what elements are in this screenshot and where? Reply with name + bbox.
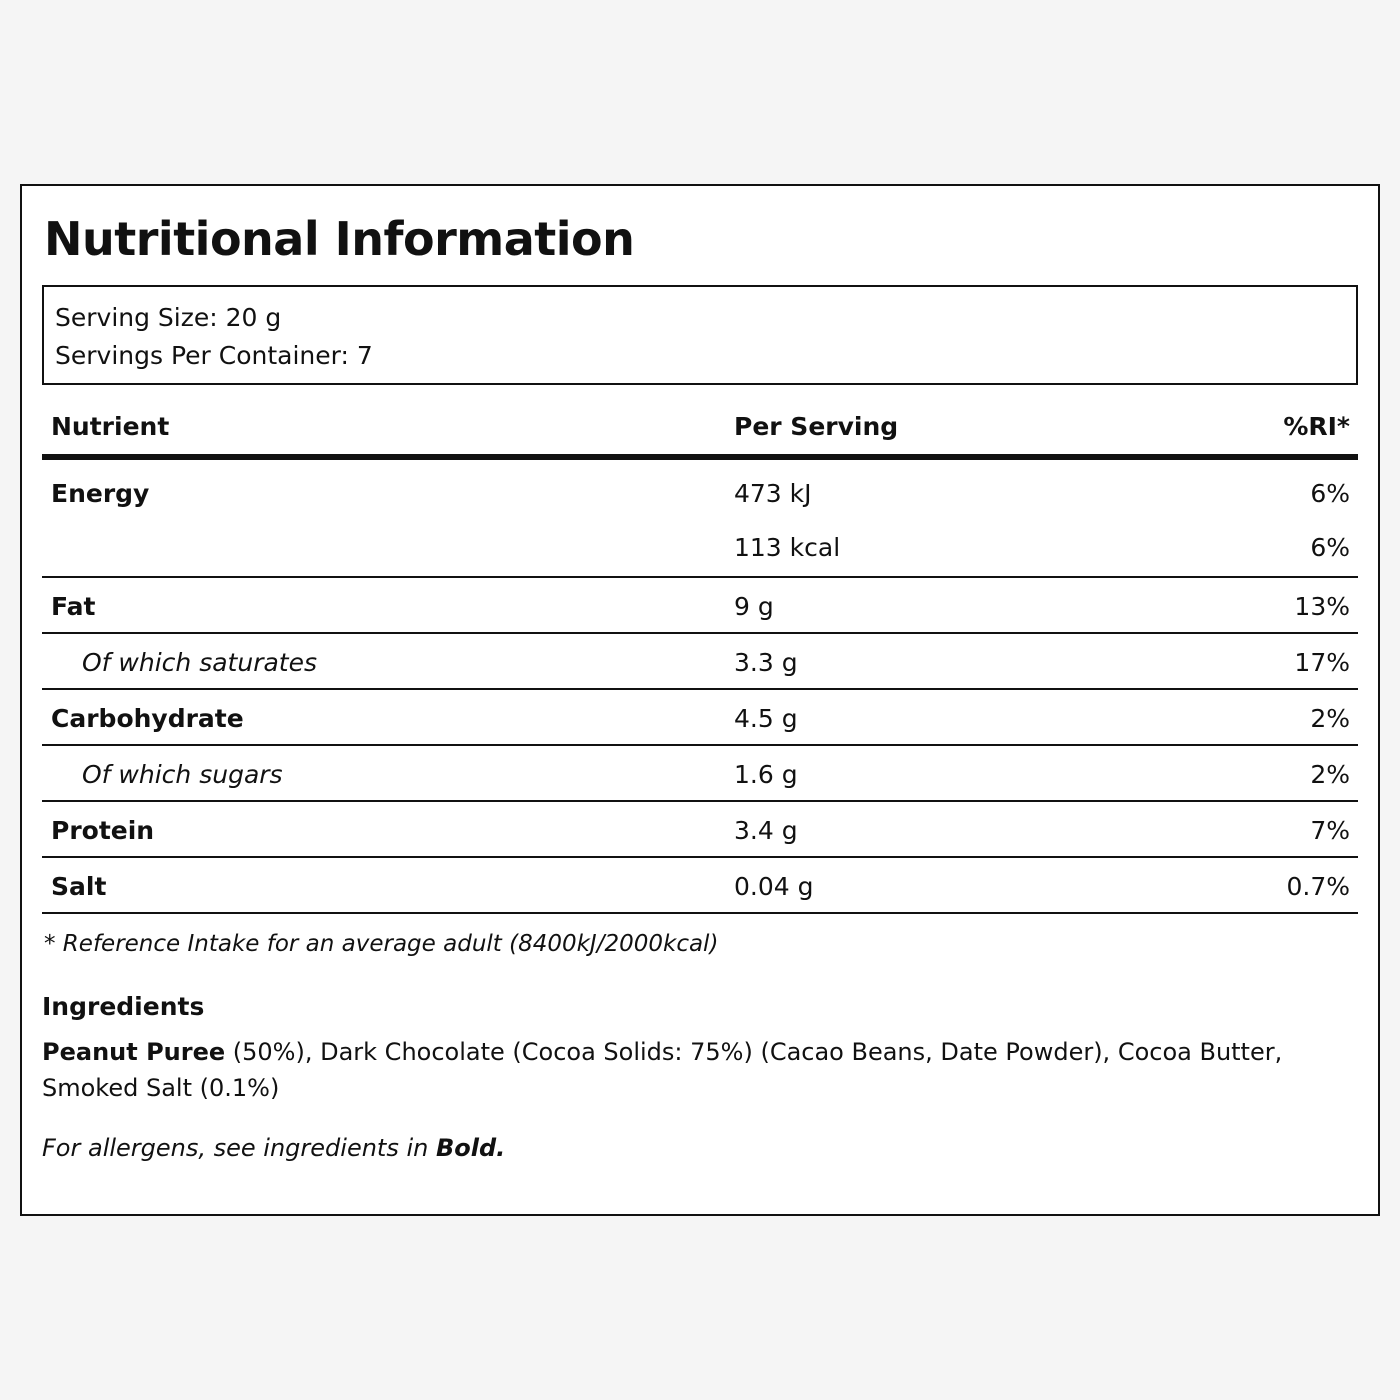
allergen-note-text: For allergens, see ingredients in — [42, 1134, 436, 1162]
allergen-note-bold: Bold. — [435, 1134, 506, 1162]
row-value: 3.3 g — [734, 648, 798, 677]
row-name: Carbohydrate — [51, 704, 244, 733]
row-name: Of which saturates — [82, 648, 317, 677]
row-value: 4.5 g — [734, 704, 798, 733]
ingredients-rest: (50%), Dark Chocolate (Cocoa Solids: 75%… — [42, 1038, 1283, 1102]
energy-kj-ri: 6% — [1310, 479, 1350, 508]
row-ri: 2% — [1310, 704, 1350, 733]
row-value: 0.04 g — [734, 872, 814, 901]
energy-kj: 473 kJ — [734, 479, 812, 508]
row-value: 1.6 g — [734, 760, 798, 789]
energy-kcal-ri: 6% — [1310, 533, 1350, 562]
table-row-energy: Energy 473 kJ 6% 113 kcal 6% — [42, 460, 1358, 578]
reference-intake-footnote: * Reference Intake for an average adult … — [44, 931, 719, 957]
row-value: 9 g — [734, 592, 774, 621]
row-ri: 17% — [1294, 648, 1350, 677]
servings-per-container: Servings Per Container: 7 — [55, 341, 373, 370]
nutrition-table: Nutrient Per Serving %RI* Energy 473 kJ … — [42, 404, 1358, 914]
serving-info-box: Serving Size: 20 g Servings Per Containe… — [42, 285, 1358, 385]
table-row-protein: Protein 3.4 g 7% — [42, 802, 1358, 858]
header-nutrient: Nutrient — [51, 412, 170, 441]
table-row-salt: Salt 0.04 g 0.7% — [42, 858, 1358, 914]
serving-size: Serving Size: 20 g — [55, 303, 282, 332]
allergen-note: For allergens, see ingredients in Bold. — [42, 1134, 505, 1162]
row-ri: 13% — [1294, 592, 1350, 621]
nutrition-label: Nutritional Information Serving Size: 20… — [20, 184, 1380, 1216]
header-per-serving: Per Serving — [734, 412, 899, 441]
table-row-carbohydrate: Carbohydrate 4.5 g 2% — [42, 690, 1358, 746]
row-name: Energy — [51, 479, 150, 508]
row-value: 3.4 g — [734, 816, 798, 845]
table-row-sugars: Of which sugars 1.6 g 2% — [42, 746, 1358, 802]
row-ri: 2% — [1310, 760, 1350, 789]
table-header: Nutrient Per Serving %RI* — [42, 404, 1358, 460]
row-name: Fat — [51, 592, 96, 621]
ingredients-title: Ingredients — [42, 992, 205, 1021]
row-name: Protein — [51, 816, 155, 845]
row-name: Salt — [51, 872, 107, 901]
row-name: Of which sugars — [82, 760, 283, 789]
row-ri: 7% — [1310, 816, 1350, 845]
table-row-fat: Fat 9 g 13% — [42, 578, 1358, 634]
page-title: Nutritional Information — [44, 212, 635, 266]
table-row-saturates: Of which saturates 3.3 g 17% — [42, 634, 1358, 690]
ingredients-text: Peanut Puree (50%), Dark Chocolate (Coco… — [42, 1034, 1342, 1106]
header-ri: %RI* — [1283, 412, 1350, 441]
allergen-ingredient: Peanut Puree — [42, 1038, 226, 1066]
row-ri: 0.7% — [1286, 872, 1350, 901]
energy-kcal: 113 kcal — [734, 533, 841, 562]
